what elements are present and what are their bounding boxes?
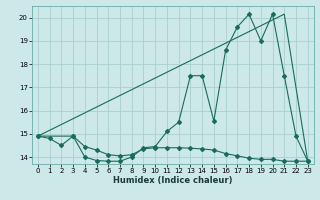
- X-axis label: Humidex (Indice chaleur): Humidex (Indice chaleur): [113, 176, 233, 185]
